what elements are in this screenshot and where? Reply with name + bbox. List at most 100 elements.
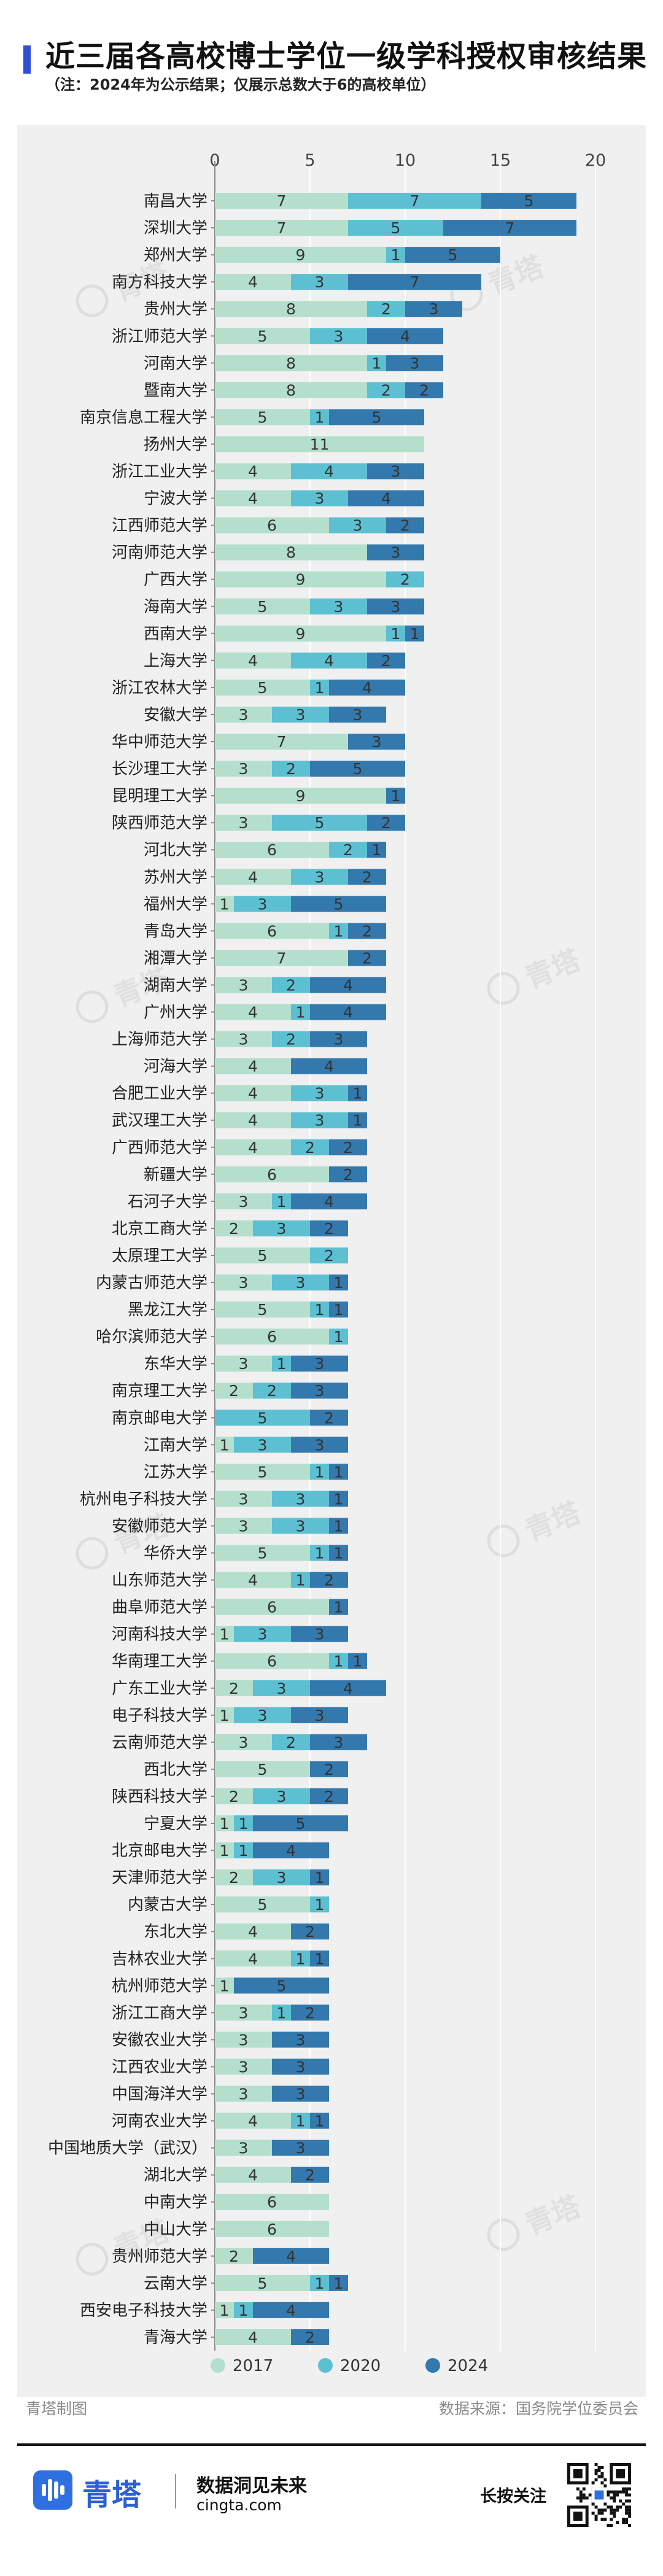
- data-label: 1: [315, 2112, 325, 2130]
- data-label: 3: [315, 1382, 325, 1400]
- data-label: 2: [381, 814, 391, 832]
- data-label: 2: [305, 2329, 315, 2346]
- bar-segment-2020: [291, 1085, 348, 1101]
- bar-segment-2024: [291, 1923, 329, 1940]
- data-label: 4: [248, 490, 258, 508]
- data-label: 2: [343, 841, 353, 859]
- category-label: 杭州师范大学: [112, 1977, 207, 1995]
- bar-segment-2020: [272, 1491, 329, 1507]
- bar-segment-2024: [291, 1058, 367, 1074]
- data-label: 1: [315, 1950, 325, 1968]
- bar-segment-2017: [215, 679, 310, 696]
- category-label: 云南师范大学: [112, 1734, 207, 1752]
- bar-segment-2020: [310, 1464, 329, 1480]
- category-label: 江苏大学: [144, 1463, 207, 1481]
- bar-segment-2017: [215, 2248, 253, 2264]
- data-label: 2: [229, 1680, 239, 1697]
- data-label: 3: [239, 706, 249, 724]
- category-label: 华中师范大学: [112, 733, 207, 751]
- data-label: 3: [239, 814, 249, 832]
- x-tick-label: 0: [209, 151, 220, 170]
- data-label: 3: [277, 1788, 287, 1806]
- data-label: 5: [258, 1247, 268, 1265]
- data-label: 1: [315, 1301, 325, 1319]
- data-label: 4: [248, 1112, 258, 1130]
- bar-segment-2024: [310, 1004, 386, 1020]
- bar-segment-2020: [310, 1896, 329, 1913]
- bar-segment-2024: [291, 2329, 329, 2345]
- category-label: 湖北大学: [144, 2167, 207, 2185]
- bar-segment-2024: [234, 1977, 329, 1994]
- data-label: 9: [296, 625, 306, 643]
- qr-code-icon[interactable]: [567, 2463, 631, 2527]
- bar-segment-2024: [310, 1572, 348, 1588]
- data-label: 2: [324, 1572, 334, 1589]
- bar-segment-2020: [272, 2004, 291, 2021]
- bar-segment-2020: [291, 1004, 310, 1020]
- bar-segment-2020: [253, 1680, 310, 1696]
- data-label: 4: [248, 1085, 258, 1103]
- data-label: 5: [448, 246, 458, 264]
- bar-segment-2017: [215, 2004, 272, 2021]
- data-label: 2: [381, 300, 391, 318]
- data-label: 4: [400, 327, 410, 345]
- data-label: 6: [267, 1599, 277, 1616]
- data-label: 3: [334, 598, 344, 616]
- data-label: 2: [305, 1923, 315, 1941]
- bar-segment-2017: [215, 1680, 253, 1696]
- data-label: 1: [391, 787, 401, 805]
- bar-segment-2020: [291, 652, 367, 669]
- data-label: 2: [286, 1734, 296, 1752]
- data-label: 1: [391, 625, 401, 643]
- data-label: 4: [248, 1572, 258, 1589]
- bar-segment-2017: [215, 815, 272, 831]
- bar-segment-2017: [215, 1842, 234, 1859]
- data-label: 6: [267, 1328, 277, 1346]
- bar-segment-2024: [272, 2140, 329, 2156]
- category-label: 宁夏大学: [144, 1815, 207, 1833]
- watermark: 青塔: [487, 1496, 586, 1558]
- data-label: 1: [277, 1355, 287, 1373]
- bar-segment-2020: [291, 1139, 329, 1155]
- category-label: 云南大学: [144, 2275, 207, 2293]
- bar-segment-2020: [348, 193, 481, 209]
- data-label: 1: [239, 2302, 249, 2319]
- category-label: 浙江农林大学: [112, 679, 207, 697]
- data-label: 3: [258, 1436, 268, 1454]
- data-label: 2: [229, 1869, 239, 1887]
- bar-segment-2017: [215, 193, 348, 209]
- data-label: 2: [229, 2248, 239, 2265]
- bar-segment-2017: [215, 1788, 253, 1804]
- data-label: 1: [315, 1463, 325, 1481]
- data-label: 3: [296, 1517, 306, 1535]
- bar-segment-2020: [215, 1410, 310, 1426]
- data-label: 3: [334, 1031, 344, 1049]
- data-label: 3: [239, 1355, 249, 1373]
- category-label: 海南大学: [144, 598, 207, 616]
- data-label: 1: [296, 1004, 306, 1022]
- data-label: 3: [277, 1220, 287, 1238]
- bar-segment-2024: [272, 2085, 329, 2102]
- data-label: 4: [248, 2329, 258, 2346]
- category-label: 浙江师范大学: [112, 327, 207, 346]
- category-label: 河南大学: [144, 354, 207, 373]
- category-label: 江西师范大学: [112, 517, 207, 535]
- data-label: 4: [248, 652, 258, 670]
- category-label: 石河子大学: [128, 1193, 207, 1211]
- data-label: 1: [220, 895, 230, 913]
- page-title: 近三届各高校博士学位一级学科授权审核结果: [45, 39, 648, 74]
- bar-segment-2024: [272, 2031, 329, 2048]
- data-label: 2: [362, 949, 372, 967]
- bar-segment-2024: [329, 1274, 348, 1291]
- footer-divider: [17, 2443, 646, 2446]
- data-label: 5: [258, 1545, 268, 1562]
- bar-segment-2024: [291, 896, 386, 912]
- category-label: 南方科技大学: [112, 273, 207, 292]
- data-label: 4: [248, 1058, 258, 1076]
- category-label: 湘潭大学: [144, 949, 207, 968]
- category-label: 河海大学: [144, 1058, 207, 1076]
- data-label: 4: [324, 463, 334, 481]
- brand-url[interactable]: cingta.com: [196, 2496, 282, 2514]
- category-label: 河南农业大学: [112, 2112, 207, 2131]
